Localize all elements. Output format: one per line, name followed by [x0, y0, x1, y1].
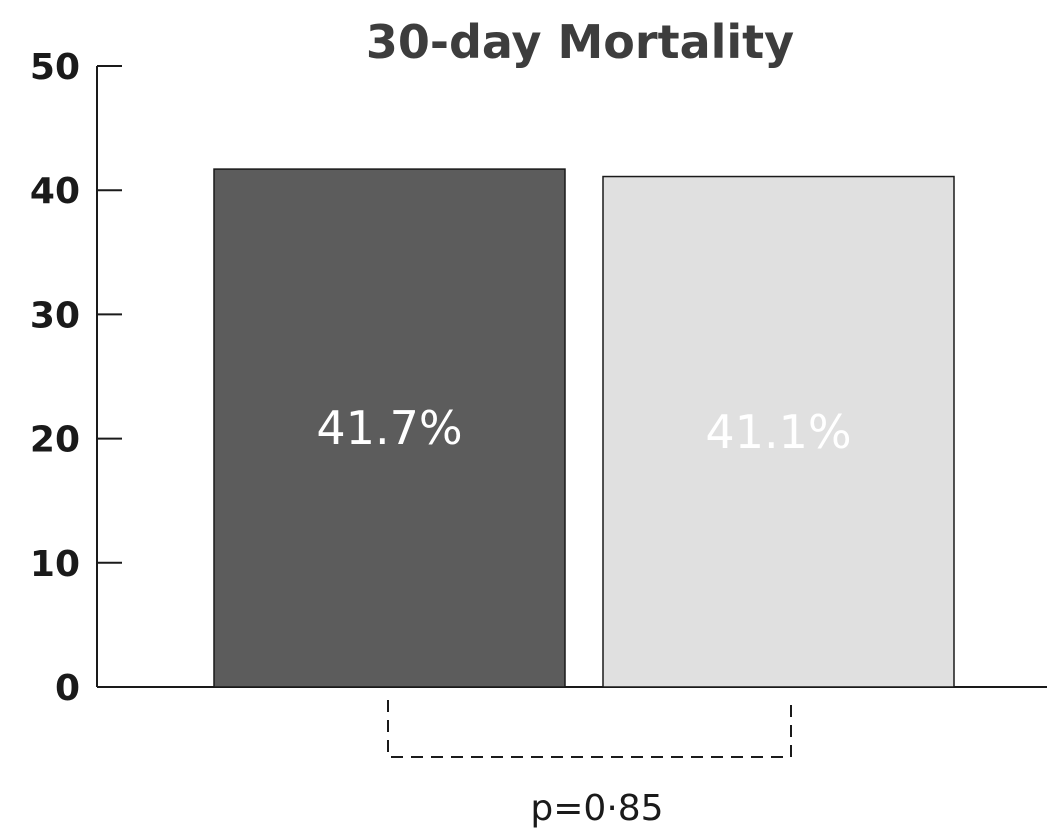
y-tick-label: 20: [30, 420, 80, 461]
bars: 41.7% 41.1%: [213, 168, 955, 688]
bar-data-label: 41.1%: [705, 405, 851, 459]
bar: [213, 168, 566, 688]
p-value-annotation: p=0·85: [387, 700, 792, 829]
bar-data-label: 41.7%: [316, 401, 462, 455]
y-tick-label: 50: [30, 47, 80, 88]
dashed-bracket: [387, 700, 792, 758]
y-tick-label: 0: [55, 668, 80, 709]
y-tick-label: 40: [30, 171, 80, 212]
bar: [602, 175, 955, 688]
p-value-label: p=0·85: [530, 788, 663, 829]
y-tick-label: 10: [30, 544, 80, 585]
y-tick-label: 30: [30, 295, 80, 336]
chart-title: 30-day Mortality: [366, 15, 794, 69]
axes: 0 10 20 30 40 50: [30, 47, 1047, 709]
